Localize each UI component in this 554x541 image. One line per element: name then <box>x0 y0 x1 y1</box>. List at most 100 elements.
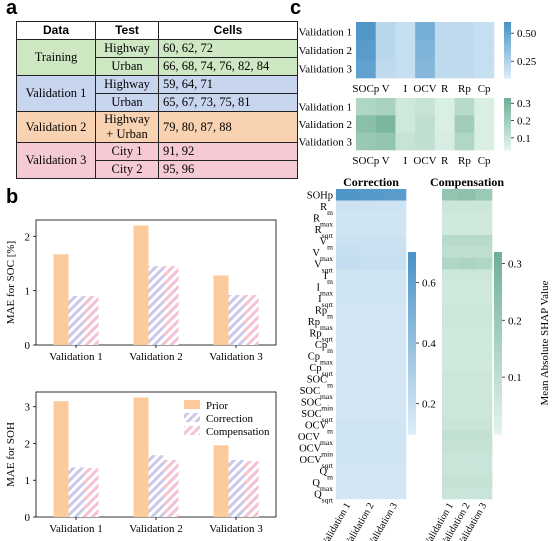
x-tick-label: Validation 1 <box>49 523 102 535</box>
colorbar-segment <box>504 144 511 147</box>
bar-correction <box>228 295 244 345</box>
heatmap-cell <box>454 98 475 116</box>
heatmap-cell <box>382 234 407 247</box>
colorbar-segment <box>408 361 416 367</box>
heatmap-cell <box>359 315 383 328</box>
heatmap-cell <box>442 476 459 488</box>
table-row: Validation 2 Highway + Urban 79, 80, 87, 8… <box>16 111 298 143</box>
heatmap-cell <box>475 441 493 454</box>
colorbar-segment <box>504 66 511 69</box>
legend-label: Correction <box>206 413 254 425</box>
heatmap-cell <box>382 292 407 305</box>
heatmap-cell <box>382 395 407 408</box>
heatmap-cell <box>458 487 476 500</box>
bar-correction <box>148 266 164 345</box>
heatmap-cell <box>336 246 360 259</box>
colorbar-segment <box>494 402 502 408</box>
heatmap-cell <box>442 269 459 282</box>
heatmap-cell <box>336 326 360 339</box>
heatmap-cell <box>474 59 495 79</box>
colorbar-segment <box>408 288 416 294</box>
colorbar-segment <box>494 265 502 271</box>
panel-label-c: c <box>290 0 302 19</box>
colorbar-segment <box>504 131 511 134</box>
colorbar-segment <box>494 292 502 299</box>
colorbar-segment <box>494 252 502 258</box>
colorbar-segment <box>408 292 416 299</box>
heatmap-cell <box>359 407 383 419</box>
colorbar-segment <box>504 130 511 133</box>
colorbar-segment <box>504 65 511 68</box>
colorbar-segment <box>504 73 511 76</box>
colorbar-segment <box>504 45 511 48</box>
heatmap-cell <box>359 418 383 431</box>
column-label: Rp <box>458 83 471 95</box>
heatmap-cell <box>336 234 360 247</box>
column-label: SOCp <box>352 155 379 167</box>
x-tick-label: Validation 3 <box>209 351 263 363</box>
heatmap-cell <box>442 441 459 454</box>
colorbar-segment <box>408 429 416 435</box>
colorbar-segment <box>408 297 416 303</box>
heatmap-cell <box>442 395 459 408</box>
heatmap-cell <box>375 98 396 116</box>
colorbar-segment <box>504 108 511 111</box>
heatmap-cell <box>475 372 493 385</box>
heatmap-cell <box>442 349 459 362</box>
colorbar-segment <box>504 126 511 129</box>
heatmap-cell <box>382 257 407 270</box>
table-cell-data: Validation 3 <box>16 142 96 179</box>
colorbar-segment <box>408 279 416 285</box>
colorbar-segment <box>494 365 502 371</box>
heatmap-cell <box>458 257 476 270</box>
heatmap-cell <box>359 361 383 374</box>
colorbar-segment <box>504 38 511 41</box>
bar-prior <box>53 254 69 345</box>
colorbar-segment <box>408 324 416 330</box>
heatmap-cell <box>382 269 407 282</box>
heatmap-cell <box>336 211 360 224</box>
heatmap-cell <box>454 59 475 79</box>
heatmap-cell <box>442 384 459 396</box>
colorbar-segment <box>408 420 416 426</box>
colorbar-segment <box>504 72 511 75</box>
table-cell-test: Highway + Urban <box>95 111 159 143</box>
colorbar-segment <box>408 352 416 358</box>
heatmap-cell <box>415 98 436 116</box>
row-label: Validation 1 <box>299 102 352 114</box>
colorbar-segment <box>494 279 502 285</box>
heatmap-cell <box>336 269 360 282</box>
row-label: Vsqrt <box>314 260 334 275</box>
heatmap-cell <box>359 223 383 236</box>
row-label: Validation 2 <box>299 45 352 57</box>
colorbar-segment <box>494 261 502 267</box>
heatmap-cell <box>442 372 459 385</box>
bar-correction <box>68 467 84 517</box>
colorbar-tick-label: 0.6 <box>422 277 436 289</box>
table-row: Validation 3 City 1 91, 92 <box>16 142 298 179</box>
column-label: Rp <box>458 155 471 167</box>
heatmap-cell <box>336 292 360 305</box>
heatmap-cell <box>336 453 360 465</box>
heatmap-cell <box>336 200 360 213</box>
heatmap-cell <box>475 246 493 259</box>
heatmap-cell <box>442 211 459 224</box>
colorbar-segment <box>494 302 502 308</box>
colorbar-segment <box>504 23 511 26</box>
row-label: OCVmin <box>299 443 333 458</box>
heatmap-cell <box>475 453 493 465</box>
colorbar-segment <box>494 383 502 390</box>
colorbar-segment <box>408 283 416 289</box>
colorbar-segment <box>504 120 511 122</box>
heatmap-cell <box>415 59 436 79</box>
heatmap-cell <box>359 487 383 500</box>
colorbar-segment <box>504 22 511 24</box>
heatmap-cell <box>475 234 493 247</box>
row-label: Validation 1 <box>299 26 352 38</box>
row-label: SOCsqrt <box>301 409 334 424</box>
y-tick-label: 0 <box>25 512 31 524</box>
colorbar-segment <box>504 111 511 113</box>
colorbar-tick-label: 0.50 <box>517 28 537 40</box>
heatmap-cell <box>474 132 495 151</box>
heatmap-cell <box>375 59 396 79</box>
